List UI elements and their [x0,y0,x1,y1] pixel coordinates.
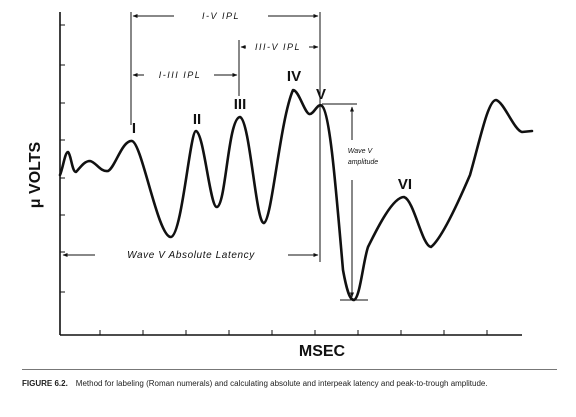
y-ticks [60,24,65,293]
wave-v-amplitude-marker [322,103,368,301]
axes: μ VOLTS MSEC [27,12,522,360]
caption-divider [22,369,557,370]
peak-label-i: I [132,120,136,137]
wave-v-amplitude-label-line2: amplitude [348,159,378,166]
peak-label-iii: III [234,96,247,113]
x-ticks [99,330,488,335]
i-iii-ipl-bracket [132,40,240,96]
wave-v-amplitude-label-line1: Wave V [348,148,374,155]
i-v-ipl-label: I-V IPL [202,11,240,21]
absolute-latency-bracket [62,100,321,262]
absolute-latency-label: Wave V Absolute Latency [127,250,255,261]
peak-label-iv: IV [287,68,301,85]
i-v-ipl-bracket [130,12,321,125]
peak-label-v: V [316,86,326,103]
figure-caption: FIGURE 6.2. Method for labeling (Roman nu… [22,378,562,389]
iii-v-ipl-label: III-V IPL [255,42,301,52]
y-axis-title: μ VOLTS [27,141,44,208]
abr-waveform [58,88,534,302]
peak-label-vi: VI [398,176,412,193]
x-axis-title: MSEC [299,343,346,360]
caption-figure-label: FIGURE 6.2. [22,379,68,388]
peak-label-ii: II [193,111,201,128]
caption-text: Method for labeling (Roman numerals) and… [75,379,488,388]
i-iii-ipl-label: I-III IPL [159,70,202,80]
